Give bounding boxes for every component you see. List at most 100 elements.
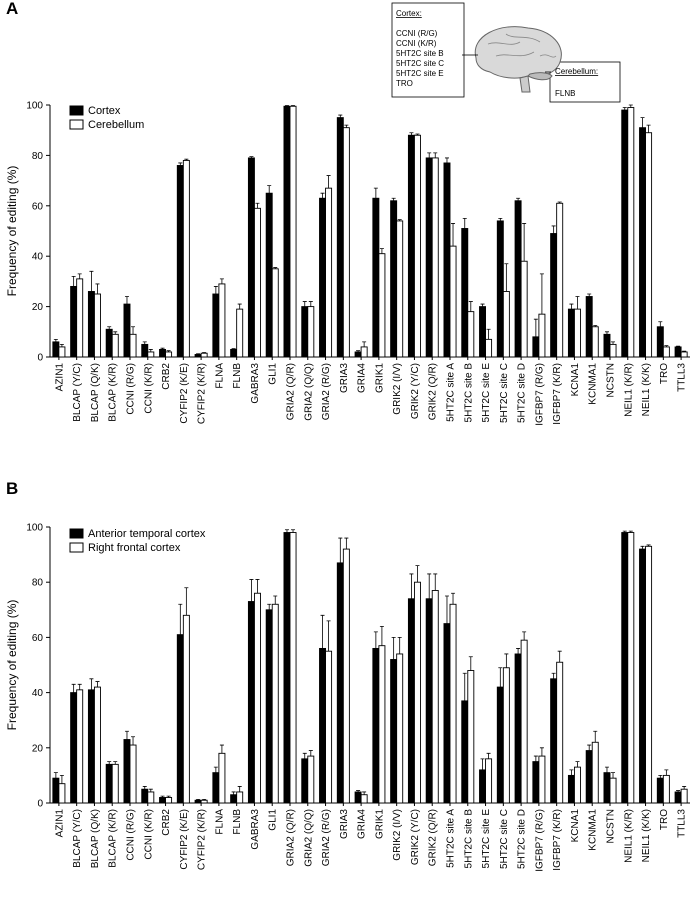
bar	[283, 105, 291, 358]
x-tick-label: CCNI (R/G)	[126, 809, 137, 861]
error-bar	[557, 201, 562, 204]
error-bar	[551, 225, 556, 234]
x-tick-label: FLNA	[214, 809, 225, 835]
error-bar	[676, 790, 681, 792]
x-tick-label: BLCAP (Q/K)	[90, 809, 101, 868]
error-bar	[95, 283, 100, 294]
x-tick-label: 5HT2C site C	[499, 363, 510, 423]
error-bar	[160, 347, 165, 350]
bar	[159, 797, 167, 804]
error-bar	[604, 331, 609, 335]
inset-item: CCNI (K/R)	[396, 39, 437, 48]
bar	[431, 590, 439, 804]
error-bar	[397, 219, 402, 221]
bar	[218, 752, 226, 804]
bar	[283, 532, 291, 804]
bar	[147, 351, 155, 358]
inset-title: Cortex:	[396, 9, 422, 18]
error-bar	[658, 775, 663, 779]
x-tick-label: GRIA4	[357, 363, 368, 393]
legend-swatch	[69, 528, 84, 539]
error-bar	[593, 325, 598, 327]
bar	[247, 157, 255, 358]
error-bar	[267, 185, 272, 194]
error-bar	[344, 537, 349, 550]
x-tick-label: GLI1	[268, 809, 279, 831]
panel-label: B	[6, 479, 18, 498]
error-bar	[249, 156, 254, 158]
x-tick-label: GLI1	[268, 363, 279, 385]
bar	[289, 105, 297, 358]
bar	[141, 788, 149, 804]
bar	[573, 766, 581, 804]
error-bar	[397, 637, 402, 654]
bar	[372, 647, 380, 804]
error-bar	[59, 344, 64, 347]
error-bar	[166, 795, 171, 798]
bar	[514, 200, 522, 358]
bar	[573, 308, 581, 358]
error-bar	[498, 218, 503, 221]
error-bar	[237, 303, 242, 310]
x-tick-label: GRIA2 (R/G)	[321, 809, 332, 866]
error-bar	[379, 248, 384, 254]
error-bar	[569, 769, 574, 776]
x-tick-label: GRIK2 (Q/R)	[428, 363, 439, 420]
error-bar	[373, 187, 378, 199]
error-bar	[391, 197, 396, 201]
x-tick-label: 5HT2C site C	[499, 809, 510, 869]
x-tick-label: 5HT2C site E	[481, 809, 492, 869]
bar	[230, 794, 238, 804]
brain-icon	[474, 26, 562, 93]
error-bar	[308, 750, 313, 757]
error-bar	[302, 301, 307, 307]
error-bar	[391, 637, 396, 660]
bar	[200, 799, 208, 804]
bar	[70, 285, 78, 358]
bar	[413, 134, 421, 358]
bar	[129, 744, 137, 804]
y-tick-label: 80	[32, 578, 44, 589]
error-bar	[557, 650, 562, 663]
y-tick-label: 40	[32, 688, 44, 699]
x-tick-label: FLNB	[232, 809, 243, 835]
bar	[105, 763, 113, 804]
error-bar	[77, 683, 82, 690]
error-bar	[249, 579, 254, 602]
x-tick-label: KCNA1	[570, 363, 581, 397]
x-tick-label: TTLL3	[677, 363, 688, 392]
error-bar	[451, 223, 456, 247]
error-bar	[196, 353, 201, 355]
bar	[532, 336, 540, 358]
bar	[443, 623, 451, 804]
x-tick-label: AZIN1	[54, 363, 65, 392]
x-tick-label: IGFBP7 (R/G)	[534, 809, 545, 872]
error-bar	[166, 350, 171, 352]
error-bar	[231, 348, 236, 350]
x-tick-label: GRIA2 (R/G)	[321, 363, 332, 420]
error-bar	[551, 672, 556, 679]
bar	[325, 187, 333, 358]
bar	[271, 603, 279, 804]
x-tick-label: GRIK2 (Y/C)	[410, 809, 421, 865]
bar	[674, 346, 682, 358]
error-bar	[107, 761, 112, 765]
x-tick-label: FLNB	[232, 363, 243, 389]
bar	[662, 774, 670, 804]
bar	[253, 592, 261, 804]
bar	[585, 750, 593, 804]
error-bar	[356, 790, 361, 792]
error-bar	[89, 678, 94, 690]
x-tick-label: GRIK2 (Q/R)	[428, 809, 439, 866]
bar	[396, 653, 404, 804]
x-tick-label: FLNA	[214, 363, 225, 389]
bar	[52, 777, 60, 804]
bar	[550, 678, 558, 804]
error-bar	[326, 620, 331, 652]
x-tick-label: 5HT2C site A	[446, 809, 457, 868]
error-bar	[504, 653, 509, 668]
x-tick-label: TTLL3	[677, 809, 688, 838]
x-tick-label: 5HT2C site B	[463, 809, 474, 869]
error-bar	[113, 761, 118, 765]
bar	[467, 670, 475, 804]
